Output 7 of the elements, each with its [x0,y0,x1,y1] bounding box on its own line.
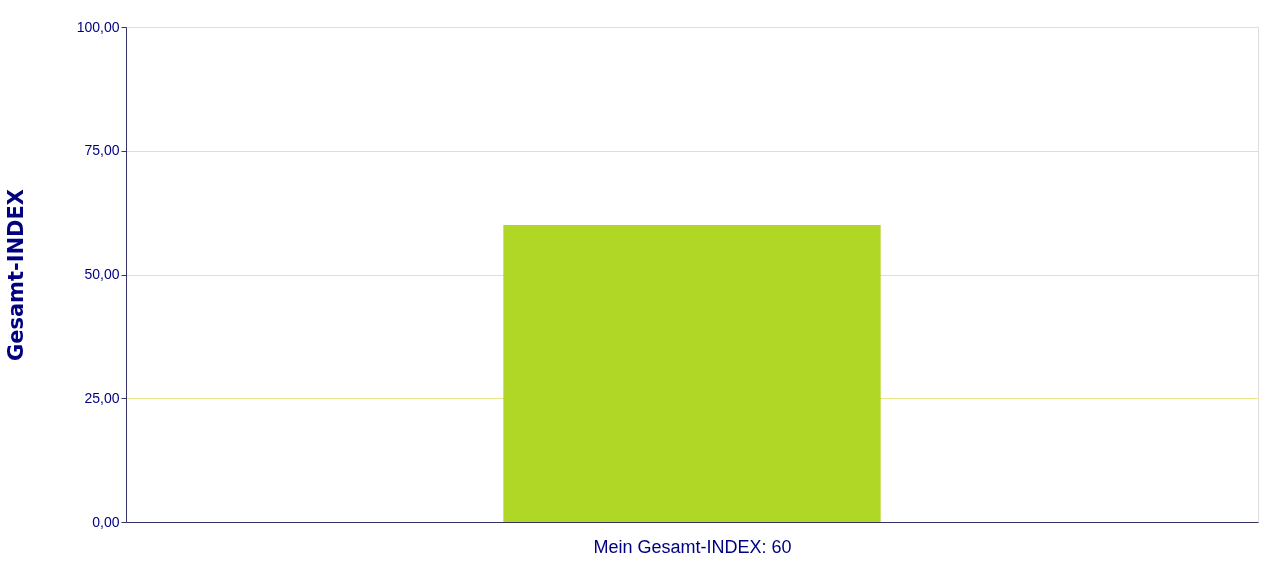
y-axis-title: Gesamt-INDEX [3,188,28,362]
x-axis-title: Mein Gesamt-INDEX: 60 [593,536,792,557]
y-tick-label: 50,00 [84,266,120,282]
y-tick-label: 75,00 [84,142,120,159]
y-tick-label: 25,00 [84,389,120,406]
y-tick-label: 0,00 [92,513,120,530]
y-tick-label: 100,00 [76,18,120,35]
